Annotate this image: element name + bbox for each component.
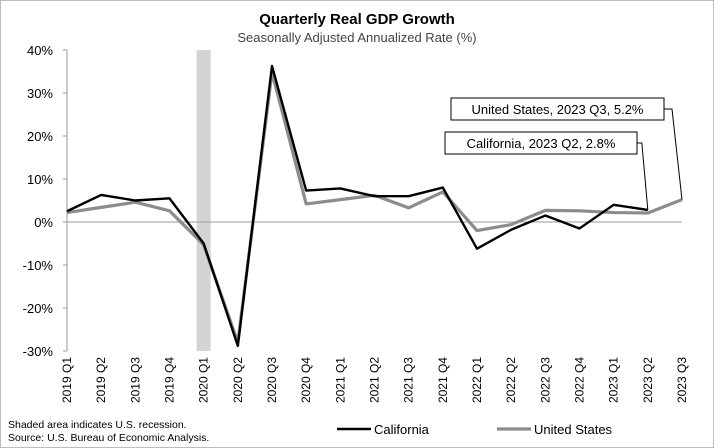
x-tick-label: 2021 Q1	[333, 357, 347, 403]
chart-subtitle: Seasonally Adjusted Annualized Rate (%)	[237, 30, 476, 45]
x-tick-label: 2019 Q4	[163, 357, 177, 403]
recession-note: Shaded area indicates U.S. recession.	[8, 419, 187, 431]
y-tick-label: 0%	[34, 215, 53, 230]
x-tick-label: 2020 Q2	[231, 357, 245, 403]
x-tick-label: 2022 Q1	[470, 357, 484, 403]
callout-label: United States, 2023 Q3, 5.2%	[472, 102, 644, 117]
x-tick-label: 2021 Q4	[436, 357, 450, 403]
callout-leader	[637, 142, 649, 211]
series-line-california	[66, 64, 649, 348]
x-tick-label: 2023 Q2	[641, 357, 655, 403]
x-tick-label: 2021 Q3	[402, 357, 416, 403]
legend-label: California	[374, 422, 430, 437]
legend-label: United States	[534, 422, 613, 437]
x-tick-label: 2023 Q3	[675, 357, 689, 403]
x-tick-label: 2019 Q3	[128, 357, 142, 403]
x-tick-label: 2020 Q3	[265, 357, 279, 403]
x-tick-label: 2022 Q4	[573, 357, 587, 403]
callout-label: California, 2023 Q2, 2.8%	[467, 136, 616, 151]
x-tick-label: 2023 Q1	[607, 357, 621, 403]
y-tick-label: 10%	[27, 172, 53, 187]
callout-box	[450, 97, 665, 121]
y-tick-label: 40%	[27, 43, 53, 58]
x-tick-label: 2020 Q4	[299, 357, 313, 403]
y-tick-label: 20%	[27, 129, 53, 144]
y-tick-label: -10%	[23, 258, 54, 273]
x-tick-label: 2021 Q2	[368, 357, 382, 403]
callout-box	[444, 131, 638, 155]
y-tick-label: -30%	[23, 344, 54, 359]
source-note: Source: U.S. Bureau of Economic Analysis…	[8, 432, 209, 444]
y-tick-label: -20%	[23, 301, 54, 316]
x-tick-label: 2019 Q1	[60, 357, 74, 403]
x-tick-label: 2022 Q3	[538, 357, 552, 403]
chart-title: Quarterly Real GDP Growth	[259, 11, 455, 28]
x-tick-label: 2019 Q2	[94, 357, 108, 403]
callout-leader	[664, 108, 683, 200]
x-tick-label: 2022 Q2	[504, 357, 518, 403]
y-tick-label: 30%	[27, 86, 53, 101]
x-tick-label: 2020 Q1	[197, 357, 211, 403]
recession-shading	[196, 50, 211, 351]
